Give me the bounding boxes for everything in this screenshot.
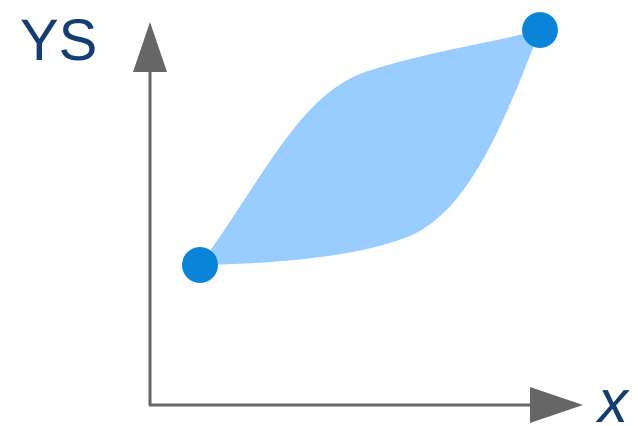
end-point [522, 12, 558, 48]
x-axis-label: x [595, 368, 630, 426]
start-point [182, 247, 218, 283]
y-axis-label: YS [20, 8, 97, 73]
x-axis-arrow [530, 387, 583, 423]
y-axis-arrow [133, 22, 167, 72]
lens-area [200, 30, 540, 265]
